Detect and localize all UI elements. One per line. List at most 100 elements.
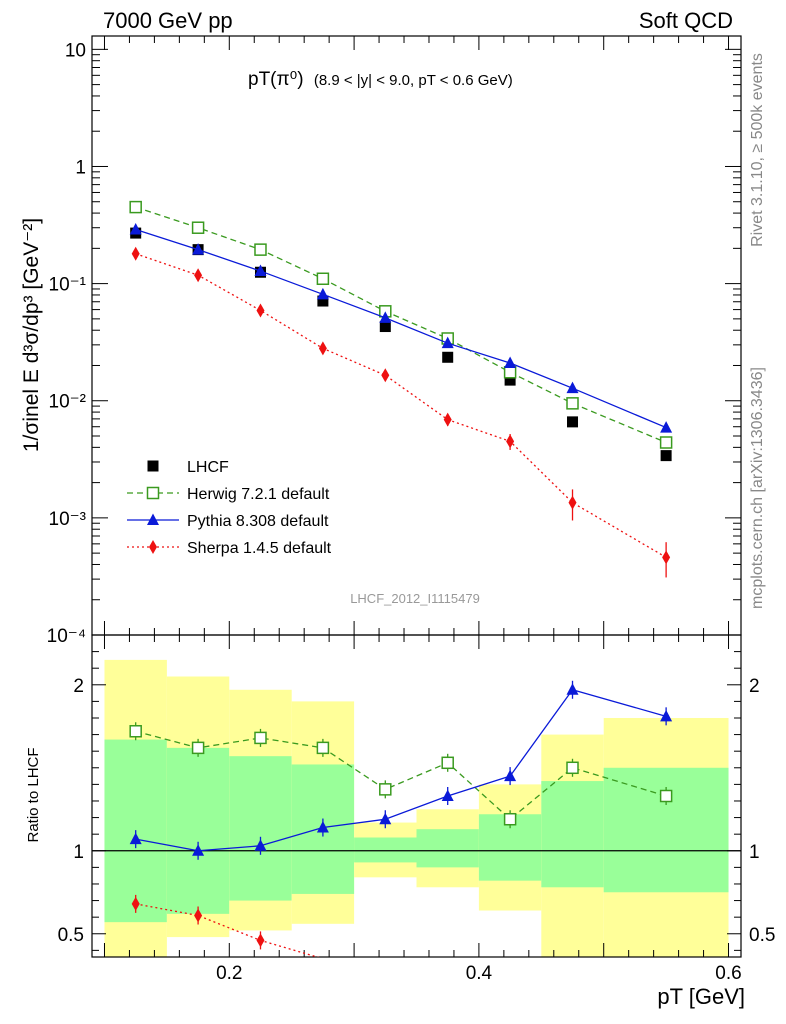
sherpa-ratio-point (131, 896, 140, 911)
pythia-ratio-point (316, 821, 329, 833)
main-ytick-label-1: 1 (75, 157, 86, 178)
data-main-point (567, 416, 579, 428)
ratio-ytick-label-1: 1 (73, 842, 84, 863)
ratio-ytick-label-right-2: 2 (749, 676, 760, 697)
pythia-ratio-point (441, 789, 454, 801)
pythia-main-point (441, 336, 454, 349)
main-ytick-label-2: 10⁻¹ (49, 275, 87, 296)
herwig-ratio-point (441, 756, 454, 770)
pythia-main-point (379, 311, 392, 323)
energy-label: 7000 GeV pp (103, 8, 233, 33)
legend-marker-sherpa (149, 540, 157, 554)
pythia-ratio-point (129, 832, 142, 845)
plot-title-main: pT(π⁰) (248, 69, 304, 90)
pythia-main-point (316, 287, 329, 300)
ratio-frame (91, 634, 742, 958)
pythia-main-line (135, 228, 667, 429)
band-inner-1 (166, 747, 230, 914)
pythia-main-point (129, 222, 142, 235)
herwig-ratio-point (659, 789, 673, 803)
sherpa-main-point (506, 434, 515, 449)
legend-marker-data (147, 460, 159, 472)
process-label: Soft QCD (639, 8, 733, 33)
main-ytick-label-3: 10⁻² (49, 392, 87, 413)
main-ytick-label-4: 10⁻³ (49, 509, 87, 530)
pythia-ratio-point (379, 812, 392, 825)
main-ylabel: 1/σinel E d³σ/dp³ [GeV⁻²] (20, 218, 43, 452)
band-inner-2 (229, 756, 292, 901)
herwig-main-point (129, 200, 142, 214)
legend: LHCF Herwig 7.2.1 default Pythia 8.308 def… (127, 459, 332, 557)
legend-label-sherpa: Sherpa 1.4.5 default (187, 540, 332, 557)
x-axis-label: pT [GeV] (657, 984, 745, 1009)
pythia-main-point (504, 356, 517, 368)
plot-title-cut: (8.9 < |y| < 9.0, pT < 0.6 GeV) (314, 72, 513, 89)
herwig-main-point (254, 243, 267, 256)
ratio-ytick-label-right-0: 0.5 (749, 925, 775, 946)
band-inner-4 (354, 837, 417, 863)
plot-title: pT(π⁰) (8.9 < |y| < 9.0, pT < 0.6 GeV) (248, 69, 513, 90)
rivet-label: Rivet 3.1.10, ≥ 500k events (749, 53, 766, 247)
pythia-ratio-point (254, 839, 267, 851)
data-main-point (504, 374, 516, 386)
sherpa-main-line (135, 253, 667, 558)
ratio-ytick-label-2: 2 (73, 676, 84, 697)
pythia-main-point (254, 264, 267, 277)
data-main-point (379, 321, 391, 333)
band-inner-5 (416, 829, 479, 868)
sherpa-main-point (131, 246, 140, 261)
pythia-ratio-point (660, 709, 673, 722)
herwig-main-point (316, 272, 330, 286)
sherpa-ratio-point (194, 908, 203, 923)
sherpa-main-point (256, 303, 265, 318)
pythia-main-point (660, 421, 673, 433)
data-main-point (442, 351, 454, 363)
herwig-ratio-point (254, 731, 267, 745)
pythia-main-point (566, 381, 579, 394)
pythia-ratio-point (192, 844, 205, 856)
legend-label-pythia: Pythia 8.308 default (187, 513, 329, 530)
x-tick-label-0: 0.2 (216, 963, 242, 984)
main-ytick-label-5: 10⁻⁴ (47, 626, 86, 647)
herwig-main-point (566, 397, 579, 410)
band-inner-7 (541, 781, 604, 888)
ratio-ylabel: Ratio to LHCF (25, 747, 42, 842)
sherpa-main-point (443, 412, 452, 427)
data-main-point (317, 295, 329, 307)
sherpa-main-point (318, 341, 327, 356)
data-main-point (660, 450, 672, 462)
sherpa-ratio-line (135, 903, 320, 957)
herwig-main-point (191, 221, 205, 234)
herwig-ratio-point (379, 783, 392, 796)
pythia-main-point (192, 243, 205, 255)
sherpa-main-point (662, 550, 671, 565)
legend-label-data: LHCF (187, 459, 229, 476)
pythia-ratio-point (504, 769, 517, 782)
main-ytick-label-0: 10 (65, 40, 86, 61)
ratio-ytick-label-0: 0.5 (58, 925, 84, 946)
legend-label-herwig: Herwig 7.2.1 default (187, 486, 330, 503)
sherpa-ratio-point (256, 933, 265, 948)
mcplots-label: mcplots.cern.ch [arXiv:1306.3436] (749, 367, 766, 609)
sherpa-main-point (381, 368, 390, 383)
x-tick-label-2: 0.6 (715, 963, 741, 984)
herwig-ratio-point (503, 812, 517, 826)
ratio-ytick-label-right-1: 1 (749, 842, 760, 863)
herwig-main-point (659, 436, 673, 449)
band-inner-8 (603, 767, 729, 893)
herwig-ratio-point (191, 741, 205, 755)
herwig-main-point (503, 366, 517, 379)
sherpa-main-point (568, 495, 577, 510)
analysis-watermark: LHCF_2012_I1115479 (350, 591, 480, 606)
pythia-ratio-point (566, 683, 579, 695)
legend-marker-pythia (147, 513, 159, 525)
ratio-panel: 0.2 0.4 0.6 0.5 0.5 1 1 2 2 (58, 634, 775, 984)
sherpa-main-point (194, 268, 203, 283)
herwig-ratio-point (316, 741, 330, 755)
legend-marker-herwig (146, 486, 160, 500)
herwig-ratio-point (129, 725, 142, 738)
x-tick-label-1: 0.4 (466, 963, 493, 984)
main-panel: 10 1 10⁻¹ 10⁻² 10⁻³ 10⁻⁴ (47, 35, 742, 647)
herwig-ratio-point (566, 761, 579, 775)
